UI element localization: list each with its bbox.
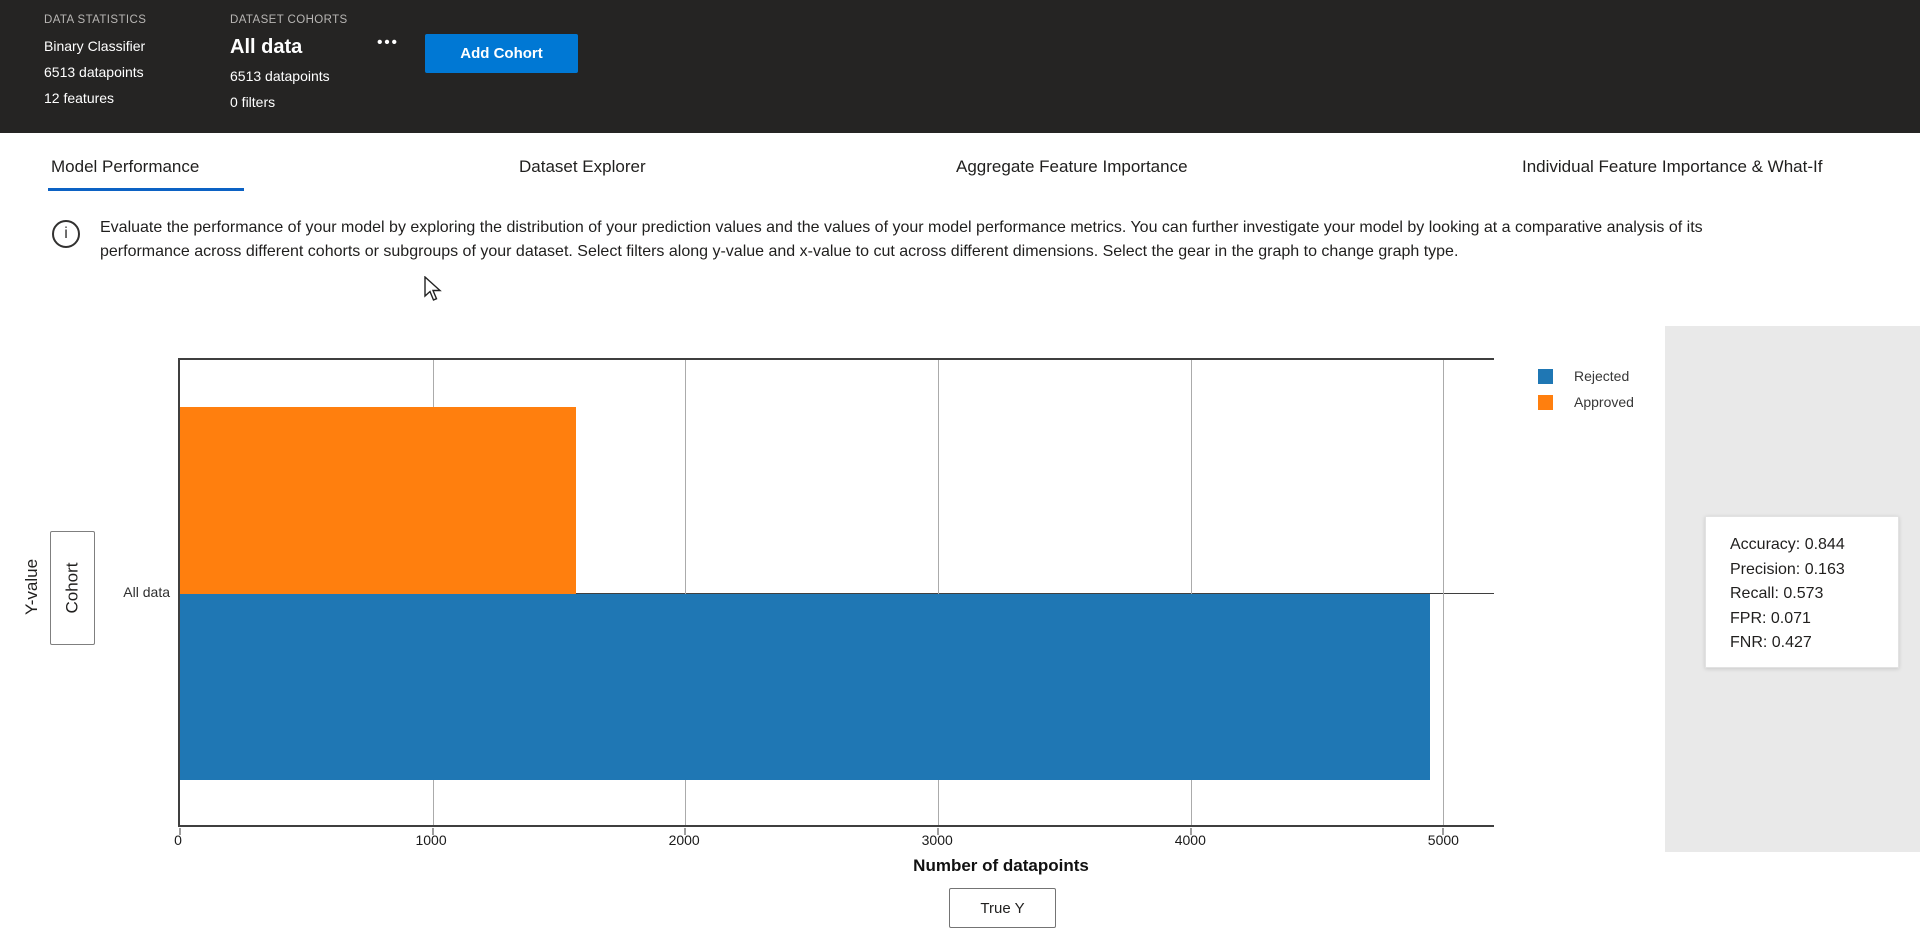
info-banner-text: Evaluate the performance of your model b… [100,219,1703,260]
y-value-axis-label: Y-value [22,558,41,616]
tick-mark [179,828,181,835]
metrics-card: Accuracy: 0.844 Precision: 0.163 Recall:… [1705,516,1899,668]
x-tick-label: 2000 [668,832,700,848]
plot-area [178,358,1494,835]
tab-bar: Model Performance Dataset Explorer Aggre… [0,133,1920,197]
cohort-filters-count: 0 filters [230,94,276,110]
legend-swatch-approved [1538,394,1553,410]
tick-mark [432,828,434,835]
gridline [938,360,940,825]
gridline [1443,360,1445,825]
active-tab-underline [48,188,244,191]
x-axis-ticks: 0 1000 2000 3000 4000 5000 [174,832,1494,852]
category-label-all-data: All data [123,584,170,600]
metric-accuracy: Accuracy: 0.844 [1730,536,1845,553]
x-tick-label: 4000 [1174,832,1206,848]
x-tick-label: 5000 [1427,832,1459,848]
tick-mark [1190,828,1192,835]
y-axis-cohort-button[interactable]: Cohort [50,531,95,645]
cohort-datapoints-count: 6513 datapoints [230,68,330,84]
tab-dataset-explorer[interactable]: Dataset Explorer [519,157,646,176]
metric-fpr: FPR: 0.071 [1730,609,1811,627]
x-axis-title: Number of datapoints [913,856,1089,875]
x-tick-label: 1000 [415,832,447,848]
legend-label-approved: Approved [1574,394,1634,410]
dataset-cohorts-label: DATASET COHORTS [230,14,348,26]
gridline [1190,360,1192,825]
mouse-cursor [424,276,442,301]
legend-label-rejected: Rejected [1574,368,1630,384]
active-cohort-name: All data [230,36,303,58]
metrics-side-panel: Accuracy: 0.844 Precision: 0.163 Recall:… [1665,326,1920,852]
info-icon: i [52,220,80,248]
data-statistics-label: DATA STATISTICS [44,14,147,26]
tab-model-performance[interactable]: Model Performance [51,157,200,176]
legend-item-rejected[interactable]: Rejected [1538,368,1634,384]
x-tick-label: 0 [174,832,182,848]
tick-mark [684,828,686,835]
tab-aggregate-feature-importance[interactable]: Aggregate Feature Importance [956,157,1188,176]
bar-approved[interactable] [180,407,576,594]
category-axis-line [180,592,1494,594]
legend-swatch-rejected [1538,368,1553,384]
metric-recall: Recall: 0.573 [1730,585,1824,602]
gridline [685,360,687,825]
x-tick-label: 3000 [921,832,953,848]
metric-precision: Precision: 0.163 [1730,560,1845,578]
bar-rejected[interactable] [180,594,1431,780]
metric-fnr: FNR: 0.427 [1730,634,1812,651]
legend-item-approved[interactable]: Approved [1538,394,1634,410]
x-axis-true-y-button[interactable]: True Y [949,888,1056,928]
y-axis-cohort-button-label: Cohort [62,562,82,614]
more-options-icon[interactable]: ••• [377,34,399,51]
tick-mark [937,828,939,835]
model-type-text: Binary Classifier [44,38,146,54]
tick-mark [1442,828,1444,835]
top-header-bar: DATA STATISTICS Binary Classifier 6513 d… [0,0,1920,133]
add-cohort-button[interactable]: Add Cohort [425,34,578,73]
features-count: 12 features [44,90,115,106]
tab-individual-feature-importance[interactable]: Individual Feature Importance & What-If [1522,157,1823,176]
chart-legend: Rejected Approved [1538,368,1634,420]
datapoints-count: 6513 datapoints [44,64,144,80]
